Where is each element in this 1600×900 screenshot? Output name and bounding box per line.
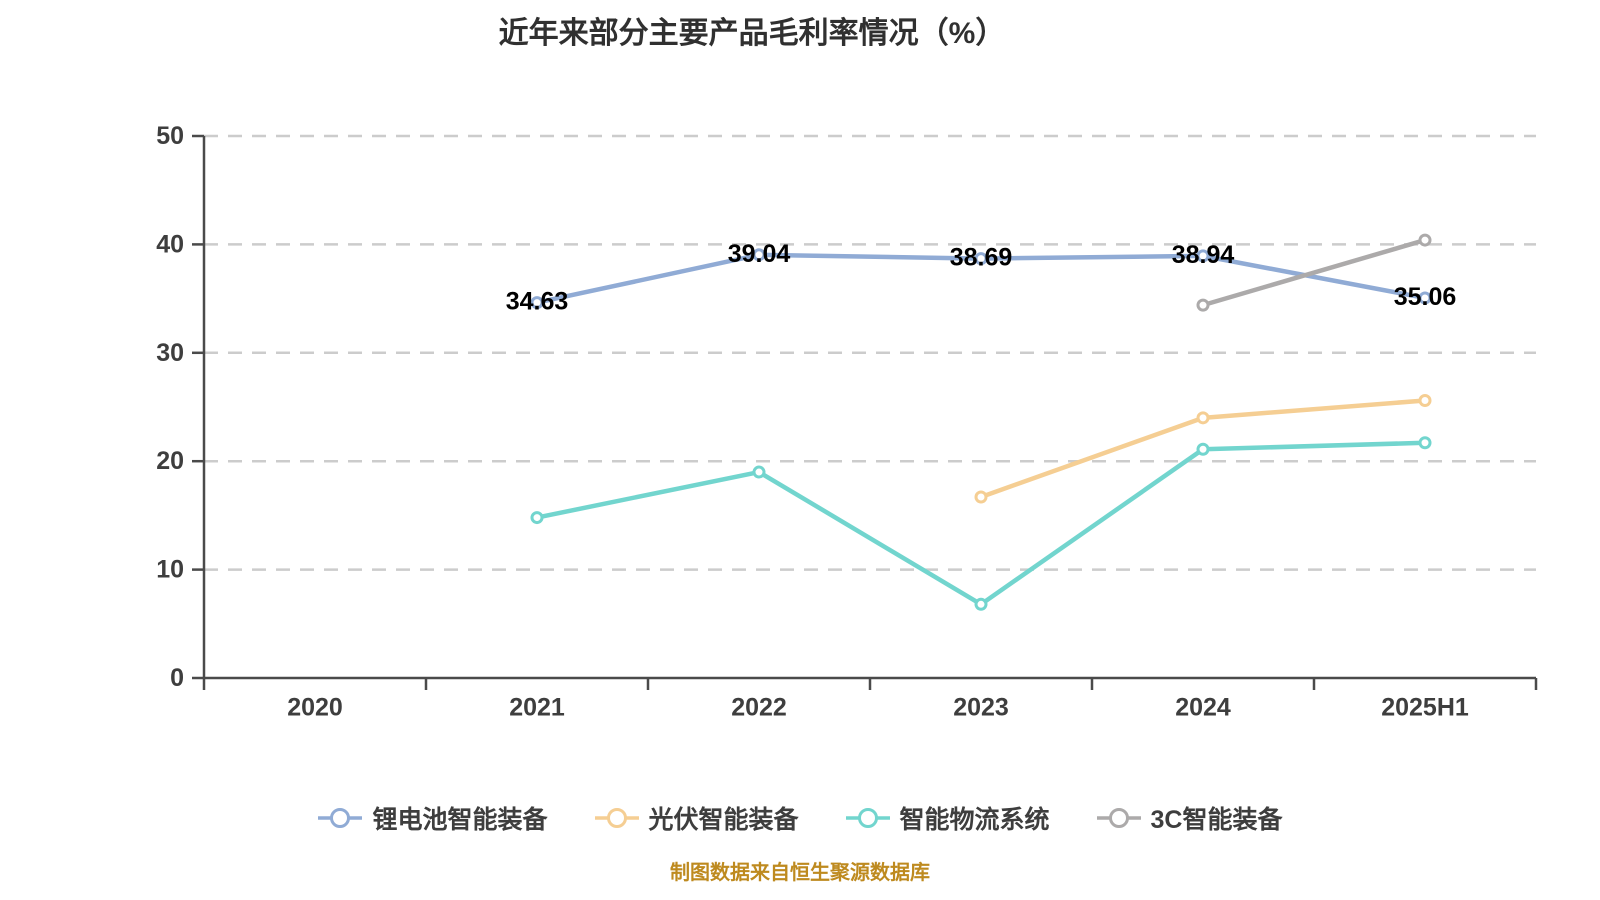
data-point [1196, 411, 1210, 425]
chart-canvas: 0 10 20 30 40 50 2020 2021 2022 2023 2024 2025H1 34.… [156, 122, 1538, 722]
x-tick-label: 2021 [509, 694, 565, 722]
data-point [974, 252, 988, 266]
data-point [974, 490, 988, 504]
data-point [1196, 442, 1210, 456]
data-label: 34.63 [506, 288, 569, 316]
data-point [752, 248, 766, 262]
data-point [1418, 393, 1432, 407]
data-point [1418, 291, 1432, 305]
y-tick-label: 0 [170, 664, 184, 692]
y-tick-label: 30 [156, 339, 184, 367]
x-tick-label: 2020 [287, 694, 343, 722]
data-source-note: 制图数据来自恒生聚源数据库 [670, 862, 930, 884]
legend-label: 光伏智能装备 [648, 806, 799, 834]
line-marker-icon [1096, 808, 1141, 828]
legend-label: 智能物流系统 [899, 806, 1050, 834]
series-line-3 [1200, 237, 1428, 308]
legend-item-3c[interactable]: 3C智能装备 [1096, 800, 1283, 836]
line-marker-icon [594, 808, 639, 828]
x-tick-label: 2024 [1175, 694, 1231, 722]
data-label: 38.69 [950, 244, 1013, 272]
x-tick-label: 2022 [731, 694, 787, 722]
data-point [1196, 249, 1210, 263]
line-marker-icon [318, 808, 363, 828]
data-point [1418, 233, 1432, 247]
x-tick-label: 2025H1 [1381, 694, 1469, 722]
data-point [530, 296, 544, 310]
series-line-2 [534, 440, 1428, 607]
y-tick-label: 20 [156, 447, 184, 475]
data-label: 39.04 [728, 240, 791, 268]
x-tick-label: 2023 [953, 694, 1009, 722]
chart-legend: 锂电池智能装备 光伏智能装备 智能物流系统 3C智能装备 [0, 800, 1600, 836]
y-tick-label: 40 [156, 230, 184, 258]
legend-label: 3C智能装备 [1150, 806, 1283, 834]
data-point [1418, 436, 1432, 450]
line-marker-icon [845, 808, 890, 828]
legend-item-li-battery[interactable]: 锂电池智能装备 [317, 800, 548, 836]
data-point [974, 597, 988, 611]
data-point [1196, 298, 1210, 312]
y-tick-label: 50 [156, 122, 184, 150]
data-label: 38.94 [1172, 241, 1235, 269]
legend-item-logistics[interactable]: 智能物流系统 [845, 800, 1050, 836]
chart-title: 近年来部分主要产品毛利率情况（%） [498, 17, 1006, 50]
legend-item-photovoltaic[interactable]: 光伏智能装备 [594, 800, 799, 836]
data-point [752, 465, 766, 479]
data-point [530, 511, 544, 525]
legend-label: 锂电池智能装备 [372, 806, 548, 834]
data-label: 35.06 [1394, 283, 1457, 311]
y-tick-label: 10 [156, 556, 184, 584]
